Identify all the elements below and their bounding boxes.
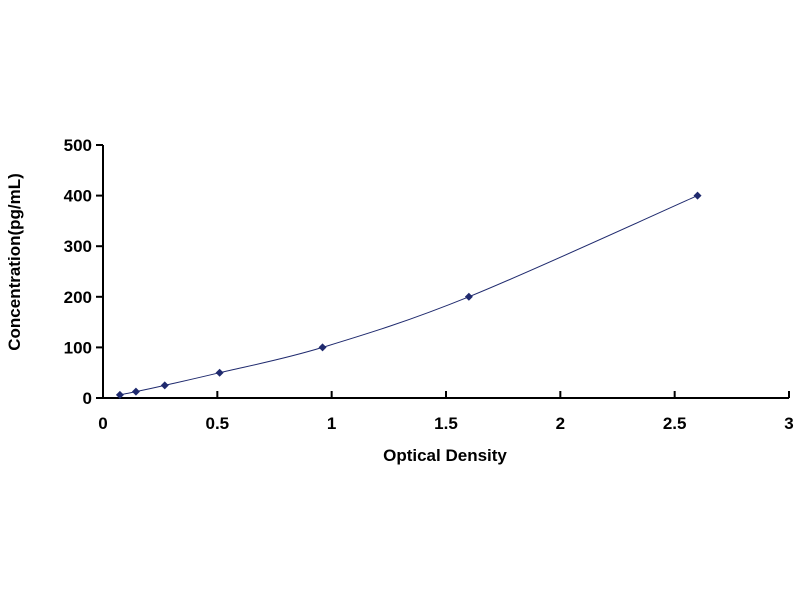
data-point	[215, 368, 224, 377]
x-tick-label: 3	[784, 414, 793, 433]
y-tick-label: 500	[64, 136, 92, 155]
x-tick-label: 2.5	[663, 414, 687, 433]
data-point	[131, 387, 140, 396]
x-tick-label: 1	[327, 414, 336, 433]
data-point	[464, 292, 473, 301]
data-point	[318, 343, 327, 352]
axes	[96, 144, 790, 399]
y-tick-label: 100	[64, 338, 92, 357]
x-tick-label: 0	[98, 414, 107, 433]
tick-labels: 0 0.5 1 1.5 2 2.5 3 0 100 200 300 400 500	[64, 136, 794, 433]
y-axis-label: Concentration(pg/mL)	[5, 173, 24, 351]
y-tick-label: 0	[83, 389, 92, 408]
x-axis-label: Optical Density	[383, 446, 507, 465]
data-point	[160, 381, 169, 390]
y-tick-label: 400	[64, 187, 92, 206]
data-point	[115, 390, 124, 399]
x-tick-label: 1.5	[434, 414, 458, 433]
data-points	[115, 191, 702, 399]
x-tick-label: 0.5	[206, 414, 230, 433]
data-point	[693, 191, 702, 200]
y-tick-label: 300	[64, 237, 92, 256]
fit-curve	[119, 195, 698, 396]
x-tick-label: 2	[556, 414, 565, 433]
y-tick-label: 200	[64, 288, 92, 307]
